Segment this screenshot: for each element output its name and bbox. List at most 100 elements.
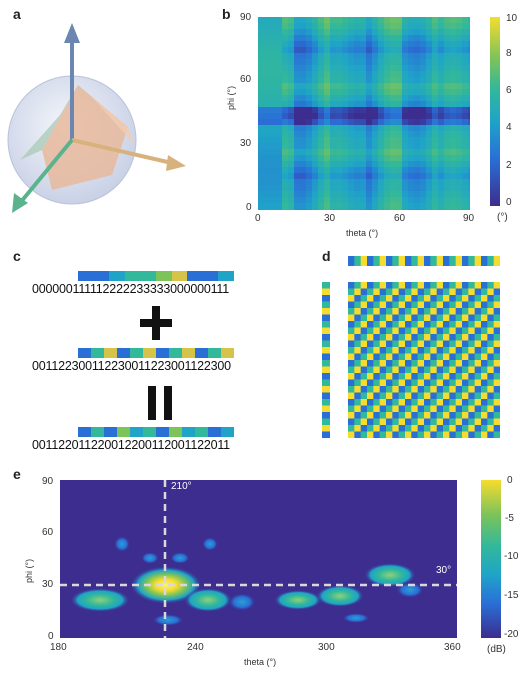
checker-cell xyxy=(481,386,488,393)
map-cell xyxy=(312,29,319,36)
checker-cell xyxy=(354,366,361,374)
map-cell xyxy=(318,119,325,126)
map-cell xyxy=(318,23,325,30)
map-cell xyxy=(264,41,271,48)
map-cell xyxy=(420,179,427,186)
map-cell xyxy=(420,203,427,210)
map-cell xyxy=(432,125,439,132)
map-cell xyxy=(378,131,385,138)
map-cell xyxy=(396,203,403,210)
map-cell xyxy=(288,143,295,150)
map-cell xyxy=(300,59,307,66)
map-cell xyxy=(360,143,367,150)
map-cell xyxy=(342,77,349,84)
map-cell xyxy=(414,83,421,90)
checker-cell xyxy=(436,418,444,426)
checker-cell xyxy=(386,431,393,438)
map-cell xyxy=(270,23,277,30)
checker-cell xyxy=(405,366,412,374)
map-cell xyxy=(312,53,319,60)
checker-cell xyxy=(386,412,393,419)
map-cell xyxy=(432,47,439,54)
map-cell xyxy=(426,77,433,84)
map-cell xyxy=(372,53,379,60)
map-cell xyxy=(336,179,343,186)
map-cell xyxy=(372,173,379,180)
checker-cell xyxy=(354,353,361,361)
map-cell xyxy=(312,101,319,108)
map-cell xyxy=(294,35,301,42)
map-cell xyxy=(426,47,433,54)
checker-cell xyxy=(379,431,387,438)
map-cell xyxy=(306,155,313,162)
map-cell xyxy=(384,95,391,102)
map-cell xyxy=(426,17,433,24)
map-cell xyxy=(420,83,427,90)
map-cell xyxy=(384,53,391,60)
checker-cell xyxy=(373,392,380,400)
checker-cell xyxy=(449,425,456,432)
checker-cell xyxy=(354,314,361,322)
map-cell xyxy=(366,197,373,204)
checker-cell xyxy=(449,347,456,354)
map-cell xyxy=(450,101,457,108)
checker-cell xyxy=(367,347,374,354)
checker-cell xyxy=(392,301,399,309)
map-cell xyxy=(468,29,470,36)
map-cell xyxy=(282,59,289,66)
map-cell xyxy=(330,131,337,138)
strip-cell xyxy=(474,256,482,266)
map-cell xyxy=(330,107,337,114)
checker-cell xyxy=(348,288,355,296)
checker-cell xyxy=(360,295,368,302)
map-cell xyxy=(384,179,391,186)
map-cell xyxy=(402,41,409,48)
map-cell xyxy=(396,41,403,48)
map-cell xyxy=(444,149,451,156)
map-cell xyxy=(306,23,313,30)
map-cell xyxy=(408,209,415,210)
map-cell xyxy=(276,47,283,54)
checker-cell xyxy=(373,334,380,341)
e-xtick: 180 xyxy=(50,642,67,653)
map-cell xyxy=(282,83,289,90)
map-cell xyxy=(450,35,457,42)
map-cell xyxy=(384,65,391,72)
map-cell xyxy=(468,125,470,132)
map-cell xyxy=(300,113,307,120)
checker-cell xyxy=(379,301,387,309)
map-cell xyxy=(306,47,313,54)
checker-cell xyxy=(487,431,494,438)
strip-cell xyxy=(348,256,355,266)
checker-cell xyxy=(367,392,374,400)
checker-cell xyxy=(481,399,488,406)
b-xtick: 0 xyxy=(255,213,261,224)
map-cell xyxy=(330,41,337,48)
map-cell xyxy=(318,197,325,204)
checker-cell xyxy=(379,386,387,393)
checker-cell xyxy=(455,379,463,387)
map-cell xyxy=(264,173,271,180)
map-cell xyxy=(414,131,421,138)
strip-cell xyxy=(322,399,330,406)
map-cell xyxy=(276,167,283,174)
checker-cell xyxy=(348,366,355,374)
map-cell xyxy=(324,197,331,204)
map-cell xyxy=(420,119,427,126)
map-cell xyxy=(456,35,463,42)
map-cell xyxy=(336,23,343,30)
checker-cell xyxy=(468,373,475,380)
checker-cell xyxy=(436,288,444,296)
map-cell xyxy=(444,185,451,192)
map-cell xyxy=(294,95,301,102)
map-cell xyxy=(348,167,355,174)
checker-cell xyxy=(468,301,475,309)
map-cell xyxy=(378,53,385,60)
checker-cell xyxy=(449,308,456,315)
checker-cell xyxy=(487,360,494,367)
map-cell xyxy=(366,131,373,138)
checker-cell xyxy=(405,360,412,367)
checker-cell xyxy=(373,282,380,289)
map-cell xyxy=(360,65,367,72)
map-cell xyxy=(270,101,277,108)
